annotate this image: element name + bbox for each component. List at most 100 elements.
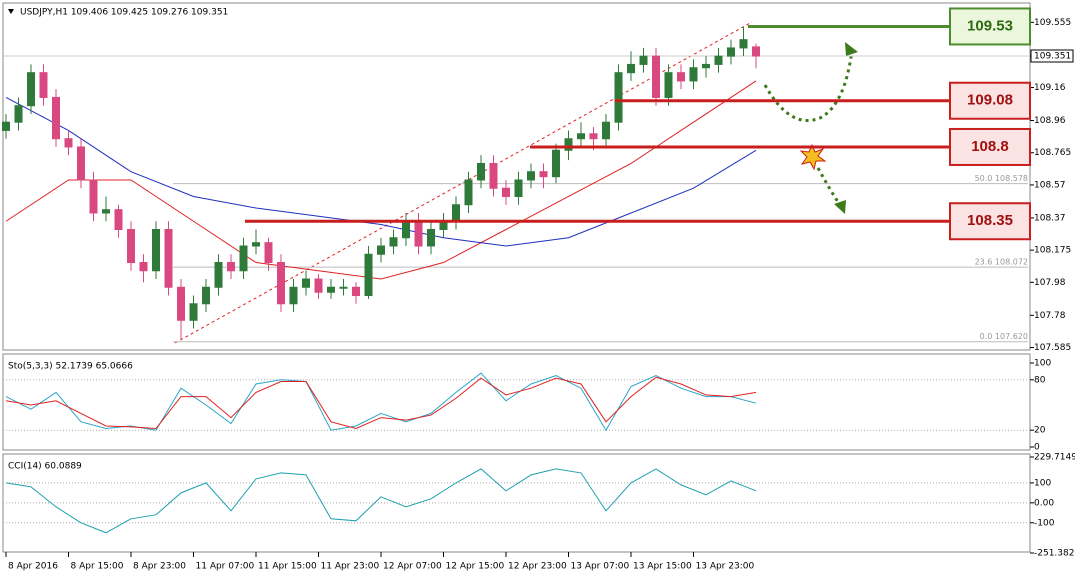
candle-body xyxy=(239,245,248,272)
fib-label: 23.6 108.072 xyxy=(975,258,1028,267)
candle-body xyxy=(502,187,510,197)
y-tick-label: 107.98 xyxy=(1034,278,1066,288)
level-box xyxy=(949,81,1031,120)
x-tick-label: 11 Apr 23:00 xyxy=(321,562,380,572)
fib-label: 50.0 108.578 xyxy=(975,174,1028,183)
level-box xyxy=(949,127,1031,166)
y-tick-label: 0 xyxy=(1034,443,1040,453)
candle-body xyxy=(102,209,110,214)
candle-body xyxy=(677,72,685,82)
y-tick-label: 108.765 xyxy=(1034,148,1071,158)
x-tick-label: 11 Apr 15:00 xyxy=(258,562,317,572)
y-tick-label: -100 xyxy=(1034,518,1055,528)
candle-body xyxy=(177,286,185,321)
candle-body xyxy=(664,72,673,98)
y-tick-label: 229.7149 xyxy=(1034,453,1075,463)
candle-body xyxy=(339,286,348,289)
y-tick-label: 108.96 xyxy=(1034,116,1066,126)
x-tick-label: 12 Apr 15:00 xyxy=(446,562,505,572)
down-arrow-head xyxy=(834,200,846,214)
y-tick-label: 80 xyxy=(1034,375,1046,385)
candle-body xyxy=(577,133,585,140)
candle-body xyxy=(352,286,360,297)
main-panel xyxy=(2,2,1031,351)
level-box xyxy=(949,7,1031,46)
candle-body xyxy=(164,228,173,288)
candle-body xyxy=(39,72,48,98)
candle-body xyxy=(564,138,573,151)
candle-body xyxy=(489,162,498,189)
candle-body xyxy=(602,121,610,140)
down-arrow xyxy=(816,167,842,206)
candle-body xyxy=(702,63,710,69)
candle-body xyxy=(202,286,210,305)
fib-label: 0.0 107.620 xyxy=(980,332,1028,341)
chart-title: USDJPY,H1 109.406 109.425 109.276 109.35… xyxy=(20,8,228,18)
x-tick-label: 13 Apr 23:00 xyxy=(696,562,755,572)
candle-body xyxy=(89,179,98,214)
x-tick-label: 13 Apr 07:00 xyxy=(571,562,630,572)
candle-body xyxy=(64,138,73,148)
candle-body xyxy=(389,237,398,247)
sto-title: Sto(5,3,3) 52.1739 65.0666 xyxy=(8,362,133,372)
level-label: 108.8 xyxy=(971,138,1009,155)
candle-body xyxy=(452,204,460,222)
candle-body xyxy=(614,72,623,123)
candle-body xyxy=(539,171,548,178)
candle-body xyxy=(627,63,635,74)
level-label: 109.53 xyxy=(967,17,1013,34)
indicator-line xyxy=(5,468,757,534)
candle-body xyxy=(639,55,648,65)
candle-body xyxy=(152,228,160,272)
candle-body xyxy=(752,46,760,57)
moving-average xyxy=(5,96,757,247)
x-tick-label: 8 Apr 23:00 xyxy=(133,562,186,572)
candle-body xyxy=(714,55,723,65)
candle-body xyxy=(739,39,748,49)
y-tick-label: 109.351 xyxy=(1034,52,1071,62)
candle-body xyxy=(127,228,135,264)
candle-body xyxy=(689,67,698,82)
candle-body xyxy=(477,162,485,181)
candle-body xyxy=(727,47,735,57)
x-tick-label: 12 Apr 07:00 xyxy=(383,562,442,572)
candle-body xyxy=(527,171,535,181)
candle-body xyxy=(377,245,385,255)
x-tick-label: 8 Apr 2016 xyxy=(8,562,58,572)
candle-body xyxy=(402,220,410,239)
candle-body xyxy=(327,286,335,293)
y-tick-label: 109.16 xyxy=(1034,83,1066,93)
candle-body xyxy=(652,55,660,98)
y-tick-label: 109.555 xyxy=(1034,18,1071,28)
x-tick-label: 12 Apr 23:00 xyxy=(508,562,567,572)
y-tick-label: 108.175 xyxy=(1034,246,1071,256)
candle-body xyxy=(14,105,23,123)
cci-title: CCI(14) 60.0889 xyxy=(8,462,82,472)
up-arrow xyxy=(763,49,854,123)
candle-body xyxy=(589,133,598,140)
candle-body xyxy=(314,278,323,293)
x-tick-label: 8 Apr 15:00 xyxy=(71,562,124,572)
x-tick-label: 11 Apr 07:00 xyxy=(196,562,255,572)
candle-body xyxy=(214,262,223,288)
level-label: 109.08 xyxy=(967,92,1013,109)
candle-body xyxy=(364,253,373,297)
candle-body xyxy=(277,262,285,305)
sto-panel xyxy=(2,353,1031,451)
candle-body xyxy=(302,278,310,288)
candle-body xyxy=(227,262,235,272)
y-tick-label: 108.37 xyxy=(1034,213,1066,223)
indicator-line xyxy=(5,372,757,432)
candle-body xyxy=(427,228,435,247)
candle-body xyxy=(189,303,198,321)
up-arrow-head xyxy=(845,42,858,56)
y-tick-label: 100 xyxy=(1034,478,1051,488)
candle-body xyxy=(264,242,273,264)
candle-body xyxy=(514,179,523,197)
moving-average xyxy=(5,80,757,280)
y-tick-label: 107.78 xyxy=(1034,311,1066,321)
candle-body xyxy=(552,149,560,178)
y-tick-label: 20 xyxy=(1034,426,1046,436)
